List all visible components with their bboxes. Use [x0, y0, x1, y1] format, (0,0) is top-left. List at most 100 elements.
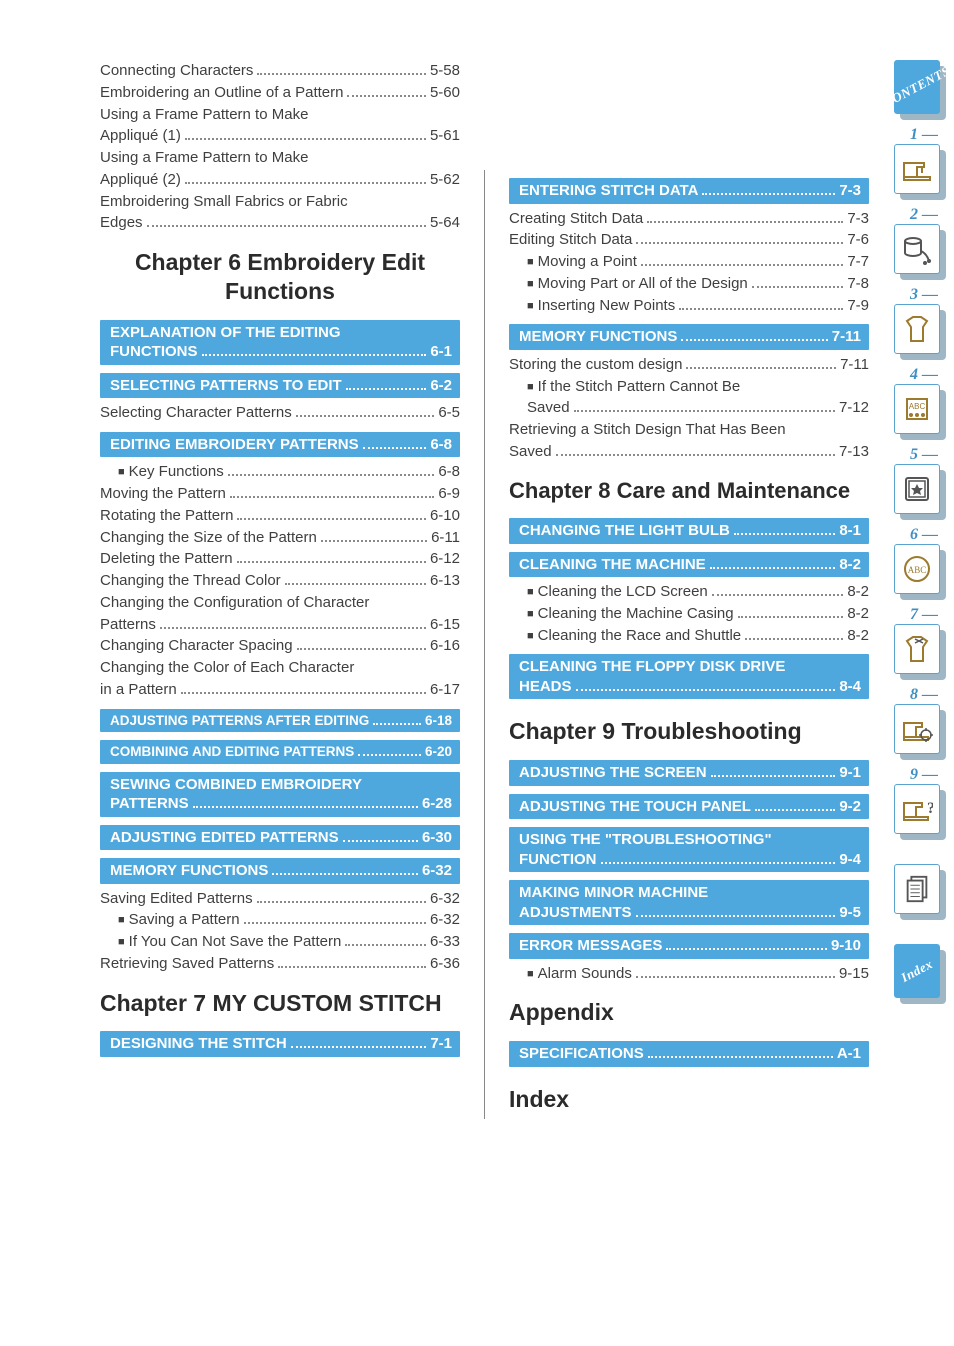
screen-star-icon	[901, 473, 933, 505]
toc-line[interactable]: ■Cleaning the LCD Screen 8-2	[509, 581, 869, 603]
toc-text: Rotating the Pattern	[100, 507, 233, 524]
side-tab-specs[interactable]	[894, 864, 944, 916]
chapter-6-heading: Chapter 6 Embroidery Edit Functions	[100, 248, 460, 306]
toc-page: 7-13	[839, 441, 869, 463]
section-bar[interactable]: EDITING EMBROIDERY PATTERNS 6-8	[100, 432, 460, 458]
side-tab-chapter[interactable]: 5 —	[894, 464, 944, 516]
section-bar[interactable]: COMBINING AND EDITING PATTERNS 6-20	[100, 740, 460, 764]
toc-line[interactable]: Rotating the Pattern 6-10	[100, 505, 460, 527]
section-bar[interactable]: SEWING COMBINED EMBROIDERY PATTERNS6-28	[100, 772, 460, 817]
section-bar[interactable]: ADJUSTING THE TOUCH PANEL 9-2	[509, 794, 869, 820]
section-bar[interactable]: MAKING MINOR MACHINE ADJUSTMENTS9-5	[509, 880, 869, 925]
section-bar[interactable]: CHANGING THE LIGHT BULB 8-1	[509, 518, 869, 544]
toc-line[interactable]: Embroidering an Outline of a Pattern 5-6…	[100, 82, 460, 104]
toc-page: 6-5	[438, 402, 460, 424]
bar-page: 8-1	[839, 521, 861, 541]
toc-text: Editing Stitch Data	[509, 231, 632, 248]
chapter-6-heading-b: Functions	[225, 278, 335, 304]
section-bar[interactable]: ADJUSTING THE SCREEN 9-1	[509, 760, 869, 786]
toc-line[interactable]: Editing Stitch Data 7-6	[509, 229, 869, 251]
chapter-7-heading: Chapter 7 MY CUSTOM STITCH	[100, 989, 460, 1018]
side-tab-chapter[interactable]: 1 —	[894, 144, 944, 196]
toc-line[interactable]: Moving the Pattern 6-9	[100, 483, 460, 505]
section-bar[interactable]: MEMORY FUNCTIONS 7-11	[509, 324, 869, 350]
toc-text: Storing the custom design	[509, 356, 682, 373]
index-heading: Index	[509, 1085, 869, 1114]
toc-page: 7-6	[847, 229, 869, 251]
side-tab-contents[interactable]: CONTENTS	[894, 60, 944, 116]
toc-page: 8-2	[847, 625, 869, 647]
toc-line[interactable]: Using a Frame Pattern to Make Appliqué (…	[100, 104, 460, 148]
toc-line[interactable]: Retrieving a Stitch Design That Has Been…	[509, 419, 869, 463]
toc-line[interactable]: Embroidering Small Fabrics or Fabric Edg…	[100, 191, 460, 235]
toc-line[interactable]: Connecting Characters 5-58	[100, 60, 460, 82]
section-bar[interactable]: SPECIFICATIONS A-1	[509, 1041, 869, 1067]
toc-page: 7-8	[847, 273, 869, 295]
toc-text: Moving Part or All of the Design	[538, 275, 748, 292]
toc-line[interactable]: Saving Edited Patterns 6-32	[100, 888, 460, 910]
chapter-6-heading-a: Chapter 6 Embroidery Edit	[135, 249, 425, 275]
section-bar[interactable]: ADJUSTING EDITED PATTERNS 6-30	[100, 825, 460, 851]
side-tab-chapter[interactable]: 9 —	[894, 784, 944, 836]
side-tab-chapter[interactable]: 6 —	[894, 544, 944, 596]
section-bar[interactable]: ENTERING STITCH DATA 7-3	[509, 178, 869, 204]
bar-title: CLEANING THE FLOPPY DISK DRIVE	[519, 657, 861, 677]
section-bar[interactable]: DESIGNING THE STITCH 7-1	[100, 1031, 460, 1057]
bar-page: 9-1	[839, 763, 861, 783]
toc-page: 6-17	[430, 679, 460, 701]
side-tab-chapter[interactable]: 7 —	[894, 624, 944, 676]
toc-line[interactable]: ■If You Can Not Save the Pattern 6-33	[100, 931, 460, 953]
side-tab-chapter[interactable]: 4 —	[894, 384, 944, 436]
toc-line[interactable]: ■Inserting New Points 7-9	[509, 295, 869, 317]
toc-page: Connecting Characters 5-58 Embroidering …	[0, 0, 954, 1159]
bar-title: CHANGING THE LIGHT BULB	[519, 521, 730, 541]
toc-page: 6-12	[430, 548, 460, 570]
toc-line[interactable]: ■Alarm Sounds 9-15	[509, 963, 869, 985]
left-column: Connecting Characters 5-58 Embroidering …	[100, 60, 460, 1119]
section-bar[interactable]: ADJUSTING PATTERNS AFTER EDITING 6-18	[100, 709, 460, 733]
spool-icon	[901, 233, 933, 265]
side-tab-index[interactable]: Index	[894, 944, 944, 1000]
bar-title: EXPLANATION OF THE EDITING	[110, 323, 452, 343]
toc-text: Inserting New Points	[538, 297, 676, 314]
toc-line[interactable]: Changing Character Spacing 6-16	[100, 635, 460, 657]
section-bar[interactable]: CLEANING THE FLOPPY DISK DRIVE HEADS8-4	[509, 654, 869, 699]
toc-line[interactable]: ■If the Stitch Pattern Cannot Be Saved7-…	[509, 376, 869, 420]
toc-line[interactable]: ■Key Functions 6-8	[100, 461, 460, 483]
toc-line[interactable]: Deleting the Pattern 6-12	[100, 548, 460, 570]
toc-line[interactable]: Changing the Thread Color 6-13	[100, 570, 460, 592]
bar-title: FUNCTION	[519, 850, 597, 870]
section-bar[interactable]: SELECTING PATTERNS TO EDIT 6-2	[100, 373, 460, 399]
side-tab-chapter[interactable]: 3 —	[894, 304, 944, 356]
toc-line[interactable]: ■Saving a Pattern 6-32	[100, 909, 460, 931]
section-bar[interactable]: MEMORY FUNCTIONS 6-32	[100, 858, 460, 884]
appendix-heading: Appendix	[509, 998, 869, 1027]
toc-line[interactable]: Creating Stitch Data 7-3	[509, 208, 869, 230]
toc-line[interactable]: Selecting Character Patterns 6-5	[100, 402, 460, 424]
bar-title: HEADS	[519, 677, 572, 697]
toc-line[interactable]: Storing the custom design 7-11	[509, 354, 869, 376]
toc-line[interactable]: ■Moving Part or All of the Design 7-8	[509, 273, 869, 295]
toc-line[interactable]: ■Cleaning the Race and Shuttle 8-2	[509, 625, 869, 647]
toc-line[interactable]: Using a Frame Pattern to Make Appliqué (…	[100, 147, 460, 191]
toc-line[interactable]: Changing the Configuration of Character …	[100, 592, 460, 636]
toc-text: Edges	[100, 212, 143, 234]
toc-line[interactable]: ■Moving a Point 7-7	[509, 251, 869, 273]
toc-line[interactable]: Changing the Color of Each Character in …	[100, 657, 460, 701]
toc-line[interactable]: Retrieving Saved Patterns 6-36	[100, 953, 460, 975]
side-tab-chapter[interactable]: 8 —	[894, 704, 944, 756]
toc-text: Appliqué (2)	[100, 169, 181, 191]
section-bar[interactable]: ERROR MESSAGES 9-10	[509, 933, 869, 959]
section-bar[interactable]: CLEANING THE MACHINE 8-2	[509, 552, 869, 578]
section-bar[interactable]: EXPLANATION OF THE EDITING FUNCTIONS6-1	[100, 320, 460, 365]
bar-title: COMBINING AND EDITING PATTERNS	[110, 743, 354, 761]
toc-page: 5-61	[430, 125, 460, 147]
side-tab-chapter[interactable]: 2 —	[894, 224, 944, 276]
pages-icon	[902, 872, 932, 906]
toc-page: 5-62	[430, 169, 460, 191]
bar-page: 6-28	[422, 794, 452, 814]
section-bar[interactable]: USING THE "TROUBLESHOOTING" FUNCTION9-4	[509, 827, 869, 872]
toc-text: Creating Stitch Data	[509, 210, 643, 227]
toc-line[interactable]: Changing the Size of the Pattern 6-11	[100, 527, 460, 549]
toc-line[interactable]: ■Cleaning the Machine Casing 8-2	[509, 603, 869, 625]
